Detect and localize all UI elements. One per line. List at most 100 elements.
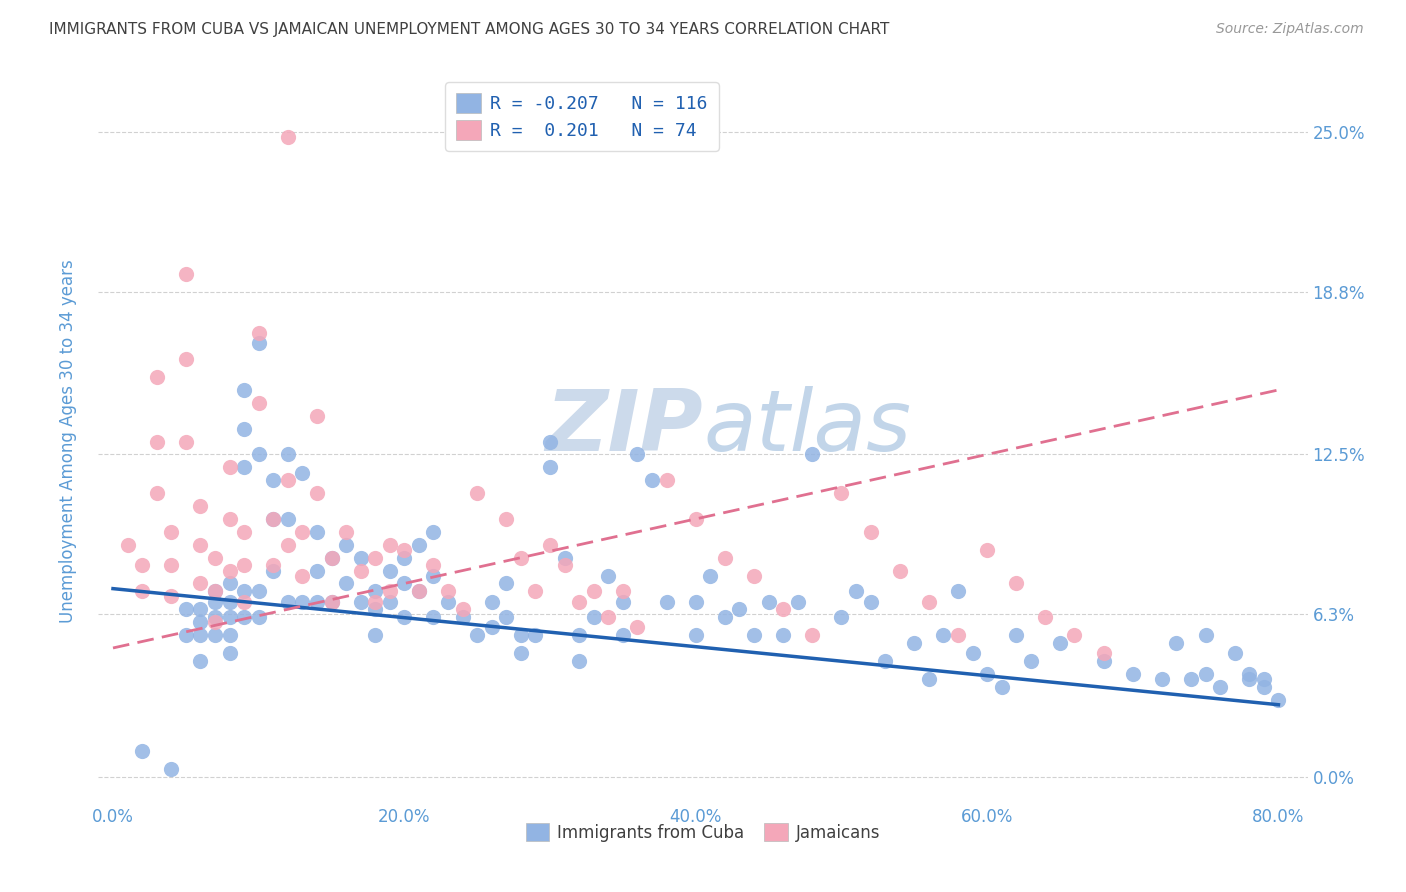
Point [350, 550, 373, 565]
Point [247, 396, 270, 410]
Point [277, 594, 299, 608]
Point [437, 594, 460, 608]
Point [1253, 680, 1275, 694]
Point [1019, 654, 1042, 668]
Point [190, 538, 212, 552]
Point [1049, 636, 1071, 650]
Point [277, 447, 299, 461]
Point [1194, 666, 1216, 681]
Point [495, 512, 517, 526]
Point [1092, 654, 1115, 668]
Point [204, 584, 226, 599]
Point [131, 584, 153, 599]
Point [160, 558, 183, 573]
Point [786, 594, 808, 608]
Point [394, 610, 416, 624]
Point [612, 628, 634, 642]
Point [976, 666, 998, 681]
Point [451, 610, 474, 624]
Point [1150, 672, 1173, 686]
Point [903, 636, 925, 650]
Point [350, 564, 373, 578]
Point [1223, 646, 1246, 660]
Point [394, 542, 416, 557]
Point [233, 594, 256, 608]
Point [990, 680, 1012, 694]
Point [495, 610, 517, 624]
Point [364, 550, 387, 565]
Point [218, 576, 240, 591]
Point [772, 628, 794, 642]
Point [830, 610, 852, 624]
Point [247, 336, 270, 351]
Point [145, 434, 167, 449]
Point [1253, 672, 1275, 686]
Point [321, 594, 343, 608]
Point [451, 602, 474, 616]
Point [758, 594, 780, 608]
Point [218, 646, 240, 660]
Point [305, 486, 328, 500]
Point [350, 594, 373, 608]
Point [422, 524, 444, 539]
Point [262, 512, 284, 526]
Point [568, 594, 591, 608]
Point [509, 628, 531, 642]
Point [509, 550, 531, 565]
Point [190, 615, 212, 630]
Point [1180, 672, 1202, 686]
Point [218, 610, 240, 624]
Point [1033, 610, 1056, 624]
Y-axis label: Unemployment Among Ages 30 to 34 years: Unemployment Among Ages 30 to 34 years [59, 260, 77, 624]
Point [422, 568, 444, 582]
Point [1166, 636, 1188, 650]
Point [204, 615, 226, 630]
Point [801, 447, 824, 461]
Point [408, 584, 430, 599]
Point [1267, 692, 1289, 706]
Point [174, 434, 197, 449]
Point [335, 524, 357, 539]
Point [262, 558, 284, 573]
Point [305, 524, 328, 539]
Point [305, 409, 328, 423]
Point [204, 610, 226, 624]
Point [233, 610, 256, 624]
Point [277, 130, 299, 145]
Point [932, 628, 955, 642]
Point [554, 550, 576, 565]
Point [859, 524, 882, 539]
Point [582, 610, 605, 624]
Point [465, 628, 488, 642]
Point [364, 594, 387, 608]
Point [1092, 646, 1115, 660]
Point [714, 550, 737, 565]
Point [145, 486, 167, 500]
Point [174, 628, 197, 642]
Point [117, 538, 139, 552]
Point [976, 542, 998, 557]
Point [277, 512, 299, 526]
Point [277, 473, 299, 487]
Point [408, 538, 430, 552]
Point [131, 744, 153, 758]
Point [204, 594, 226, 608]
Point [364, 602, 387, 616]
Point [378, 564, 401, 578]
Point [699, 568, 721, 582]
Point [247, 326, 270, 341]
Point [291, 524, 314, 539]
Point [174, 267, 197, 281]
Point [247, 447, 270, 461]
Point [174, 351, 197, 366]
Point [554, 558, 576, 573]
Point [204, 550, 226, 565]
Point [335, 576, 357, 591]
Point [875, 654, 897, 668]
Point [190, 628, 212, 642]
Point [262, 473, 284, 487]
Point [321, 594, 343, 608]
Point [495, 576, 517, 591]
Point [641, 473, 664, 487]
Point [582, 584, 605, 599]
